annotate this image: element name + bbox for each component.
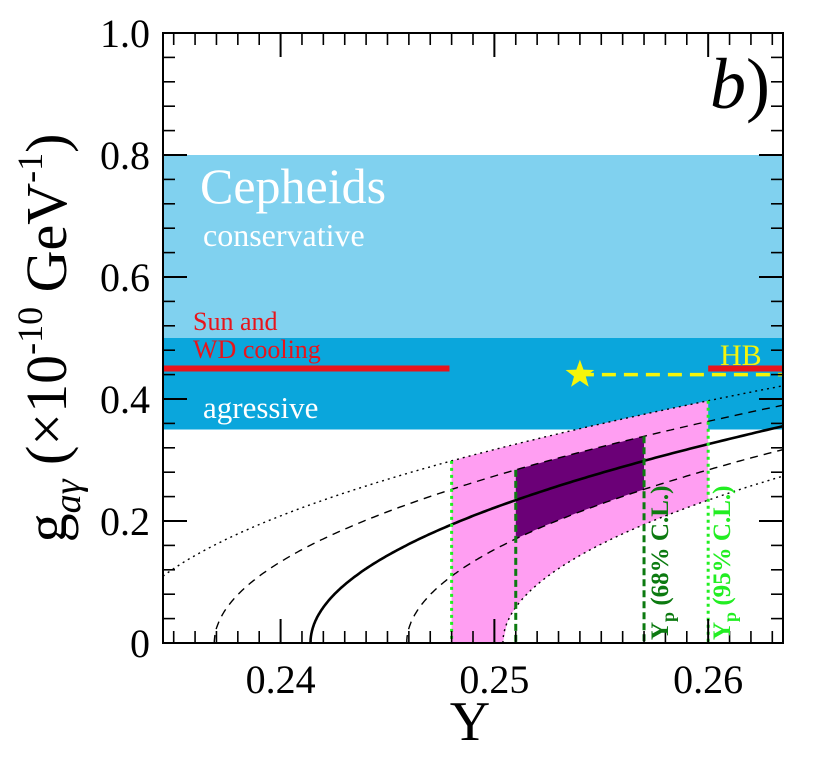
conservative-label: conservative — [203, 217, 365, 253]
ticks: 0.24 0.25 0.26 0 0.2 0.4 0.6 0.8 1.0 — [100, 11, 783, 702]
curve-upper-1sigma — [213, 404, 783, 643]
x-axis-label: Y — [450, 691, 490, 753]
hb-star-marker — [565, 359, 595, 387]
curve-lower-1sigma — [406, 448, 783, 643]
y-tick-label: 1.0 — [100, 11, 150, 56]
y-axis-label: gaγ (×10-10 GeV-1) — [10, 134, 89, 543]
yp68-label: Yp (68% C.L.) — [647, 486, 678, 640]
panel-label: b) — [710, 44, 770, 124]
curve-central — [309, 424, 783, 643]
y-tick-label: 0.2 — [100, 499, 150, 544]
region-68 — [515, 436, 644, 539]
yp95-label: Yp (95% C.L.) — [709, 486, 740, 640]
overlay — [163, 359, 783, 643]
y-tick-label: 0.8 — [100, 133, 150, 178]
x-tick-label: 0.25 — [459, 657, 529, 702]
y-tick-label: 0.4 — [100, 377, 150, 422]
sun-cooling-label-1: Sun and — [193, 307, 278, 336]
y-tick-label: 0.6 — [100, 255, 150, 300]
sun-cooling-label-2: WD cooling — [193, 335, 321, 364]
x-tick-label: 0.26 — [673, 657, 743, 702]
hb-label: HB — [720, 339, 762, 372]
y-tick-label: 0 — [130, 621, 150, 666]
cepheids-label: Cepheids — [200, 158, 386, 214]
agressive-label: agressive — [203, 390, 318, 425]
plot-area — [163, 155, 783, 643]
x-tick-label: 0.24 — [246, 657, 316, 702]
